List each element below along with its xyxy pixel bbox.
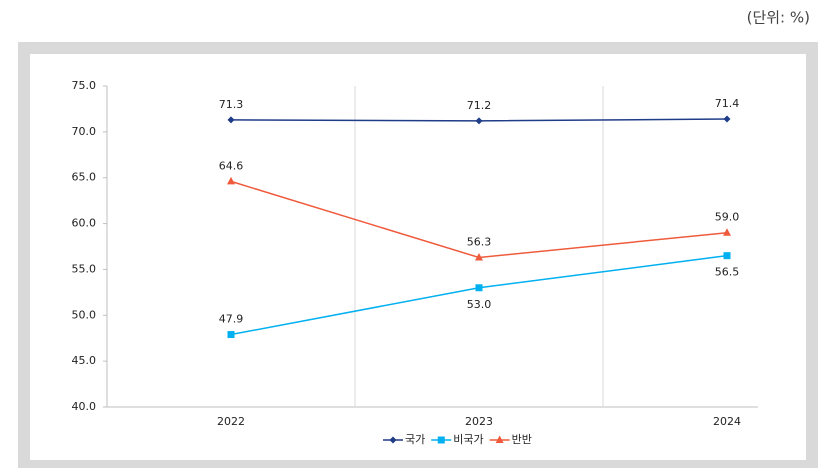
data-label: 64.6: [219, 159, 244, 172]
marker: [227, 331, 235, 339]
legend-item: 국가: [383, 433, 425, 446]
x-tick-label: 2024: [713, 415, 741, 428]
marker: [389, 436, 397, 444]
y-tick-label: 55.0: [72, 262, 97, 275]
y-tick-label: 75.0: [72, 79, 97, 92]
marker: [227, 176, 235, 185]
legend-item: 반반: [489, 433, 532, 446]
marker: [475, 284, 483, 292]
data-label: 53.0: [467, 298, 492, 311]
marker: [227, 116, 235, 124]
legend-label: 국가: [405, 433, 425, 446]
marker: [723, 228, 731, 236]
y-tick-label: 70.0: [72, 125, 97, 138]
data-label: 56.3: [467, 236, 492, 249]
y-tick-label: 50.0: [72, 308, 97, 321]
x-tick-label: 2023: [465, 415, 493, 428]
data-label: 56.5: [715, 266, 740, 279]
x-tick-label: 2022: [217, 415, 245, 428]
marker: [475, 253, 483, 261]
data-label: 71.3: [219, 98, 244, 111]
y-tick-label: 45.0: [72, 354, 97, 367]
plot-area: [30, 54, 806, 460]
data-label: 71.2: [467, 99, 492, 112]
y-tick-label: 65.0: [72, 171, 97, 184]
legend-label: 반반: [512, 433, 532, 446]
legend-item: 비국가: [431, 433, 484, 446]
y-tick-label: 60.0: [72, 217, 97, 230]
y-tick-label: 40.0: [72, 400, 97, 413]
data-label: 71.4: [715, 97, 740, 110]
marker: [475, 117, 483, 125]
legend-label: 비국가: [453, 433, 483, 446]
marker: [723, 115, 731, 123]
marker: [723, 252, 731, 260]
data-label: 47.9: [219, 313, 244, 326]
marker: [495, 435, 504, 443]
marker: [437, 436, 445, 444]
unit-label: (단위: %): [747, 9, 810, 27]
data-label: 59.0: [715, 211, 740, 224]
